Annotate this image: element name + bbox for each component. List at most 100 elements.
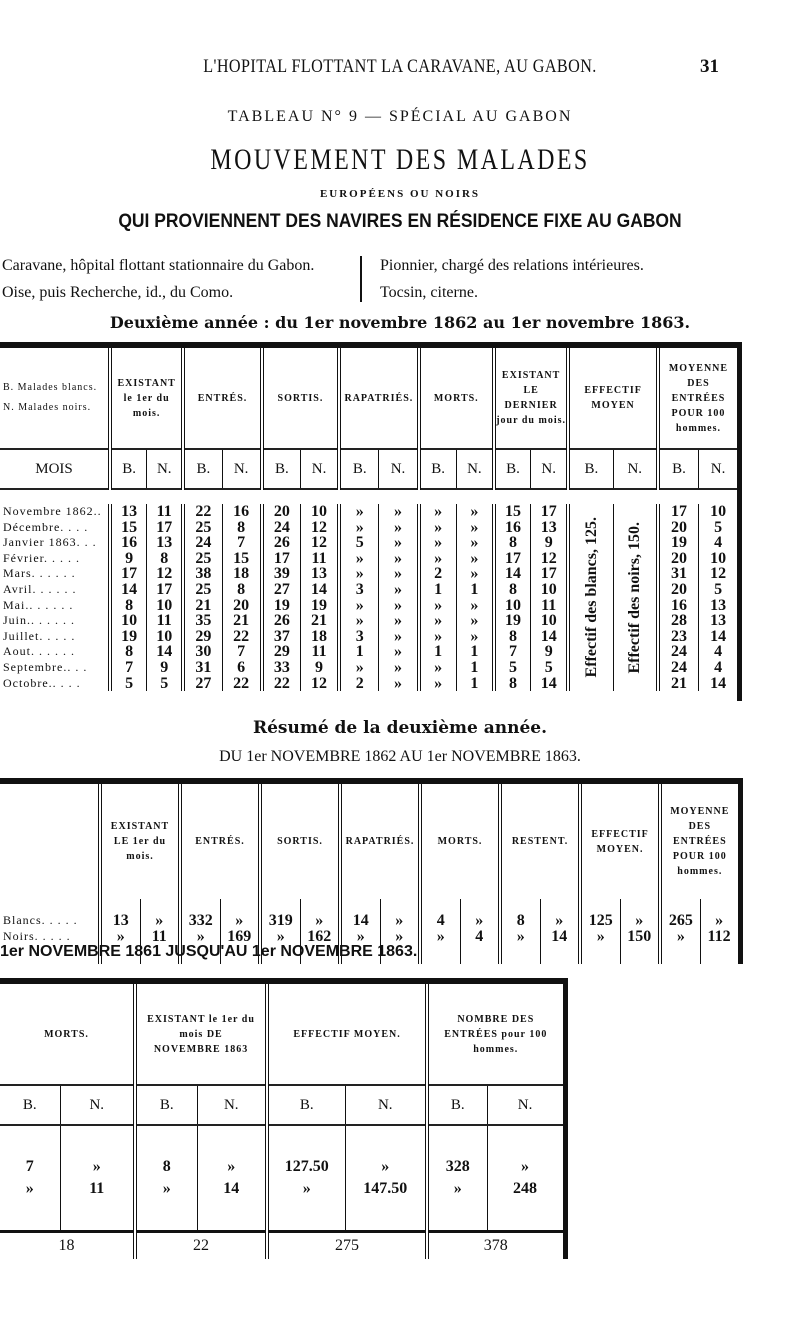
month-label: Mai.. . . . . . [3, 597, 74, 612]
table-row: Décembre. . . . 15 17 25 8 24 12»»»» 16 13 20 5 [0, 519, 742, 536]
cell: 1 [337, 644, 379, 660]
cell: 14 [196, 1178, 268, 1200]
subheader-row: MOIS B. N. B. N. B. N. B. N. B. N. B. N. B. N. B. N. [0, 448, 742, 490]
cell: 2 [337, 675, 379, 692]
cell: 8 [108, 644, 147, 660]
spacer [98, 899, 140, 913]
cell: 8 [491, 675, 531, 692]
cell: 3 [337, 582, 379, 598]
cell: » [416, 504, 457, 520]
cell: » [378, 628, 419, 645]
cell: 3 [337, 628, 379, 645]
cell: 13 [108, 504, 147, 520]
cell: 265 [658, 913, 701, 929]
cell: 17 [530, 566, 569, 582]
cell: » [539, 913, 581, 929]
cell: 12 [530, 550, 569, 567]
cell: 13 [698, 613, 742, 629]
column-header: MORTS. [418, 778, 501, 899]
effectif-noirs: Effectif des noirs, 150. [625, 521, 643, 674]
cell: » [379, 913, 421, 929]
cell: » [658, 928, 701, 945]
subheader: N. [486, 1084, 568, 1126]
month-label: Avril. . . . . . [3, 581, 77, 596]
subheader: N. [378, 448, 419, 490]
cell: 112 [699, 928, 743, 945]
subheader: N. [59, 1084, 136, 1126]
cell: 22 [259, 675, 301, 692]
cell: » [455, 597, 494, 614]
cell: » [378, 675, 419, 692]
cell: 7 [491, 644, 531, 660]
column-header: MORTS. [416, 342, 494, 449]
cell: » [425, 1178, 488, 1200]
cell: 17 [491, 550, 531, 567]
cell: 169 [219, 928, 261, 945]
cell: » [133, 1178, 198, 1200]
cell: » [378, 644, 419, 660]
spacer [299, 899, 341, 913]
spacer [0, 489, 742, 504]
cell: 10 [108, 613, 147, 629]
cell: » [498, 928, 541, 945]
cell: » [459, 913, 501, 929]
cell: 17 [108, 566, 147, 582]
subheader: B. [0, 1084, 60, 1126]
cell: 5 [698, 582, 742, 598]
cell: » [416, 675, 457, 692]
cell: 15 [491, 504, 531, 520]
spacer [178, 944, 220, 965]
column-header: MOYENNE DES ENTRÉES POUR 100 hommes. [655, 342, 742, 449]
month-label: Juillet. . . . . [3, 628, 76, 643]
cell: 8 [108, 597, 147, 614]
cell: » [578, 928, 621, 945]
cell: 11 [146, 613, 184, 629]
effectif-blancs: Effectif des blancs, 125. [582, 517, 600, 678]
total-cell: 275 [265, 1230, 428, 1259]
cell: » [378, 519, 419, 536]
header-row: MORTS. EXISTANT le 1er du mois DE NOVEMBR… [0, 978, 568, 1085]
cell: » [486, 1156, 568, 1178]
spacer [219, 899, 261, 913]
legend-item: B. Malades blancs. [3, 382, 98, 393]
spacer [658, 944, 701, 965]
total-cell: 18 [0, 1230, 136, 1259]
spacer [133, 1200, 198, 1232]
effectif-cell: Effectif des blancs, 125. [566, 504, 614, 692]
spacer [258, 944, 301, 965]
table-row: 7» 8» 127.50» 328» [0, 1156, 568, 1178]
end-row [0, 691, 742, 702]
cell: 21 [181, 597, 223, 614]
cell: 10 [491, 597, 531, 614]
cell: 5 [337, 535, 379, 551]
cell: 4 [698, 535, 742, 551]
column-header: EXISTANT le 1er du mois DE NOVEMBRE 1863 [133, 978, 268, 1085]
cell: 14 [491, 566, 531, 582]
cell: » [378, 597, 419, 614]
cell: 24 [655, 644, 699, 660]
cell: » [455, 535, 494, 551]
cell: 8 [221, 519, 262, 536]
cell: » [378, 613, 419, 629]
column-header: SORTIS. [258, 778, 341, 899]
cell: » [59, 1156, 136, 1178]
total-cell: 22 [133, 1230, 268, 1259]
spacer [578, 899, 621, 913]
cell: » [338, 928, 381, 945]
cell: 1 [455, 660, 494, 676]
cell: » [196, 1156, 268, 1178]
column-header: SORTIS. [259, 342, 340, 449]
spacer-row [0, 1200, 568, 1232]
column-header: ENTRÉS. [177, 778, 261, 899]
cell: 16 [491, 519, 531, 536]
cell: 147.50 [344, 1178, 428, 1200]
cell: 37 [259, 628, 301, 645]
subheader: N. [612, 448, 658, 490]
column-header: RAPATRIÉS. [337, 342, 419, 449]
spacer [699, 944, 743, 965]
spacer [139, 899, 180, 913]
cell: » [416, 597, 457, 614]
cell: 19 [655, 535, 699, 551]
cell: 7 [221, 644, 262, 660]
table-row: Janvier 1863. . . 16 13 24 7 26 12 5»»» 8 9 19 4 [0, 535, 742, 551]
